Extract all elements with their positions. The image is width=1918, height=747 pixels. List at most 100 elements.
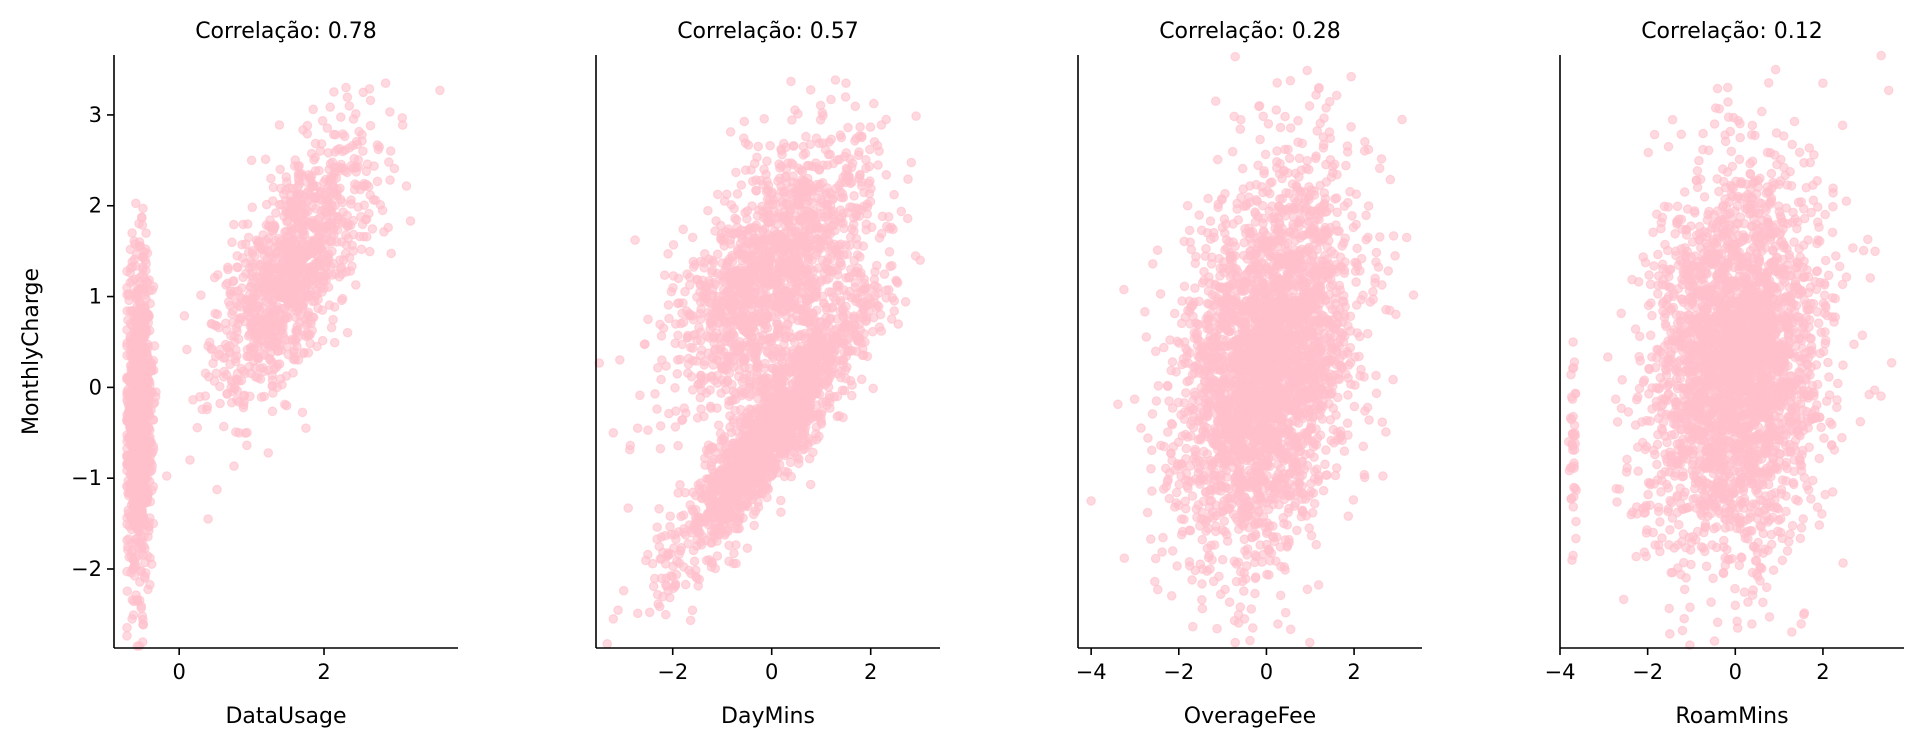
data-point (858, 350, 869, 360)
data-point (313, 232, 324, 242)
data-point (656, 374, 666, 385)
data-point (661, 581, 672, 591)
data-point (679, 527, 689, 538)
data-point (161, 471, 172, 481)
data-point (856, 132, 867, 143)
data-point (861, 225, 871, 235)
data-point (133, 550, 144, 561)
data-point (727, 491, 738, 501)
data-point (329, 87, 339, 97)
data-point (229, 383, 240, 394)
data-point (816, 237, 827, 248)
data-point (292, 325, 303, 335)
data-point (835, 186, 845, 197)
data-point (261, 199, 272, 210)
data-point (265, 326, 276, 337)
data-point (778, 443, 789, 454)
data-point (845, 375, 856, 386)
data-point (801, 131, 811, 142)
data-point (128, 473, 139, 484)
data-point (710, 497, 721, 508)
data-point (240, 258, 251, 268)
data-point (803, 196, 814, 206)
data-point (273, 233, 284, 244)
data-point (348, 215, 358, 226)
data-point (129, 353, 139, 363)
data-point (200, 391, 211, 401)
data-point (123, 459, 133, 470)
data-point (405, 216, 416, 226)
data-point (276, 303, 287, 314)
data-point (344, 101, 355, 111)
data-point (435, 85, 445, 96)
data-point (233, 334, 244, 344)
data-point (703, 509, 713, 519)
data-point (141, 228, 151, 238)
data-point (871, 260, 882, 271)
data-point (358, 231, 369, 242)
data-point (849, 191, 859, 201)
data-point (274, 359, 285, 369)
data-point (654, 541, 665, 552)
data-point (761, 477, 772, 488)
data-point (701, 474, 712, 484)
data-point (680, 579, 691, 590)
data-point (725, 516, 736, 526)
data-point (843, 122, 853, 133)
data-point (773, 423, 784, 433)
data-point (869, 274, 880, 285)
data-point (225, 359, 235, 370)
data-point (745, 341, 755, 352)
data-point (354, 126, 364, 137)
data-point (670, 406, 681, 416)
data-point (665, 570, 676, 581)
data-point (136, 444, 147, 455)
data-point (808, 447, 818, 458)
data-point (290, 213, 300, 224)
data-point (332, 190, 342, 201)
data-point (652, 522, 662, 532)
data-point (836, 177, 847, 188)
data-point (659, 270, 670, 280)
data-point (896, 206, 907, 217)
data-point (138, 416, 149, 426)
data-point (793, 109, 803, 119)
y-tick-label: −2 (71, 557, 102, 581)
data-point (751, 295, 762, 306)
data-point (778, 200, 789, 210)
data-point (303, 347, 314, 358)
data-point (680, 286, 690, 297)
data-point (873, 160, 883, 170)
data-point (731, 540, 741, 550)
data-point (655, 443, 666, 454)
data-point (236, 375, 247, 386)
data-point (704, 445, 715, 455)
data-point (678, 317, 689, 328)
data-point (242, 301, 252, 312)
data-point (137, 611, 148, 621)
data-point (805, 241, 816, 252)
data-point (357, 136, 367, 146)
data-point (813, 263, 824, 273)
data-point (288, 274, 299, 285)
data-point (356, 244, 367, 255)
data-point (696, 537, 706, 547)
data-point (317, 246, 328, 257)
data-point (266, 173, 276, 184)
data-point (734, 248, 745, 259)
data-point (665, 511, 675, 521)
data-point (689, 556, 700, 567)
data-point (349, 162, 360, 173)
data-point (656, 532, 667, 542)
data-point (804, 294, 815, 304)
data-point (361, 166, 372, 177)
data-point (687, 605, 698, 616)
data-point (146, 559, 157, 569)
data-point (257, 280, 267, 290)
data-point (768, 351, 778, 362)
data-point (718, 490, 729, 501)
data-point (138, 619, 149, 630)
data-point (797, 393, 808, 404)
data-point (676, 542, 686, 553)
